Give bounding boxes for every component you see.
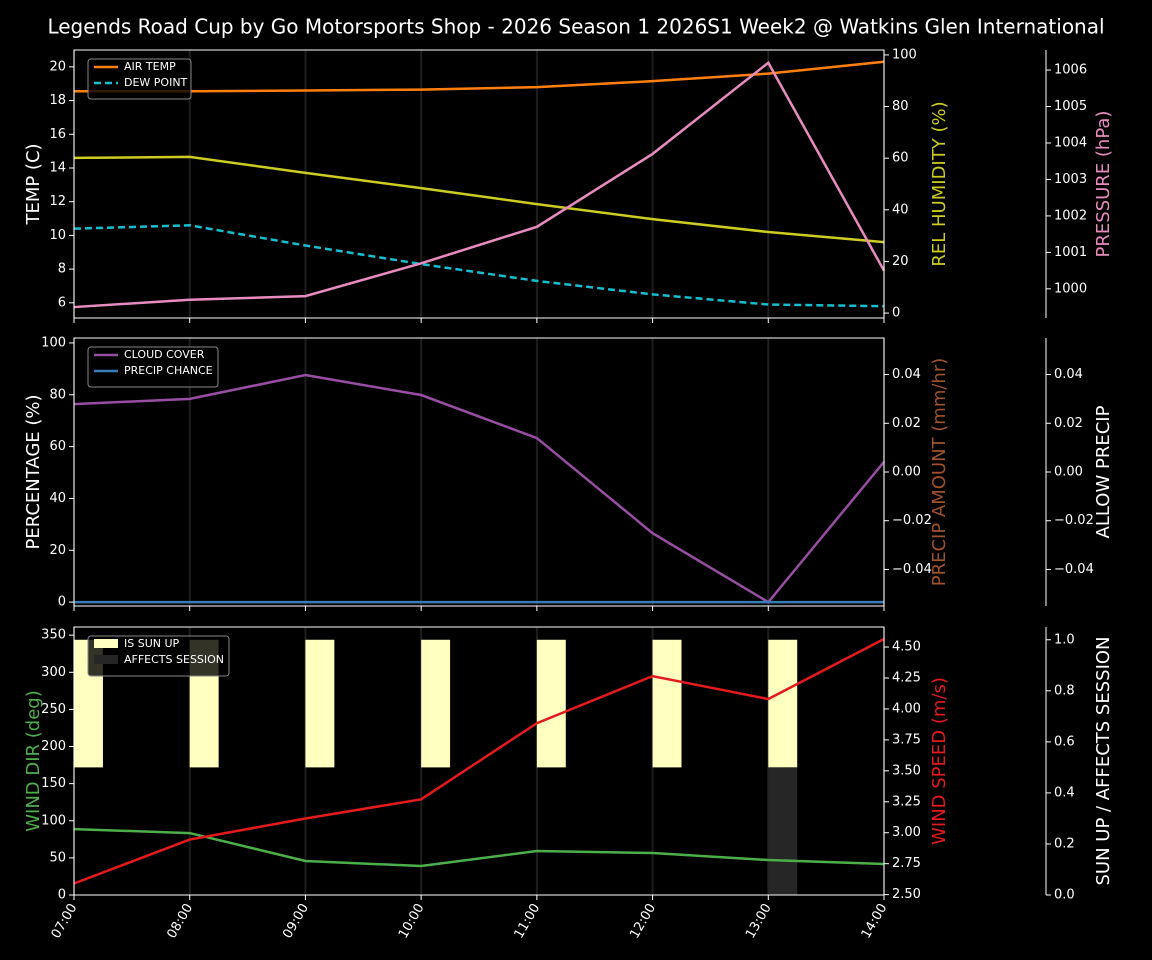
y3-tick-label: 0.2	[1054, 836, 1075, 851]
plot-frame	[73, 337, 885, 607]
y-tick-label: 300	[41, 665, 66, 680]
y2-tick-label: 80	[892, 99, 909, 114]
y-tick-label: 8	[58, 262, 66, 277]
y-tick-label: 10	[49, 228, 66, 243]
y-tick-label: 0	[58, 595, 66, 610]
y-tick-label: 100	[41, 813, 66, 828]
y3-axis-label: PRESSURE (hPa)	[1093, 111, 1114, 258]
y3-tick-label: −0.02	[1054, 513, 1094, 528]
y2-tick-label: 0.00	[892, 465, 921, 480]
y-tick-label: 200	[41, 739, 66, 754]
line	[73, 60, 886, 309]
y3-tick-label: 0.4	[1054, 785, 1075, 800]
y2-tick-label: 4.25	[892, 671, 921, 686]
legend-swatch	[94, 655, 118, 664]
y-axis-label: PERCENTAGE (%)	[23, 394, 44, 549]
y-tick-label: 60	[49, 439, 66, 454]
y-tick-label: 250	[41, 702, 66, 717]
y2-tick-label: 2.75	[892, 856, 921, 871]
y2-axis-label: REL HUMIDITY (%)	[929, 101, 950, 266]
y2-tick-label: 0.02	[892, 416, 921, 431]
y3-tick-label: 1005	[1054, 99, 1087, 114]
legend-label: CLOUD COVER	[124, 348, 205, 361]
y2-tick-label: 20	[892, 254, 909, 269]
y2-tick-label: 4.50	[892, 640, 921, 655]
y2-tick-label: 60	[892, 151, 909, 166]
y-tick-label: 50	[49, 850, 66, 865]
y-tick-label: 80	[49, 387, 66, 402]
y2-tick-label: −0.02	[892, 513, 932, 528]
y3-tick-label: 0.04	[1054, 367, 1083, 382]
legend-label: PRECIP CHANCE	[124, 364, 213, 377]
bar	[652, 639, 682, 768]
y2-tick-label: 3.00	[892, 825, 921, 840]
y3-tick-label: 1003	[1054, 172, 1087, 187]
y-tick-label: 100	[41, 335, 66, 350]
chart-title: Legends Road Cup by Go Motorsports Shop …	[47, 15, 1104, 39]
y2-tick-label: 3.25	[892, 794, 921, 809]
y-tick-label: 350	[41, 628, 66, 643]
legend-label: AIR TEMP	[124, 60, 176, 73]
y3-axis-label: ALLOW PRECIP	[1093, 405, 1114, 538]
y3-tick-label: 1000	[1054, 281, 1087, 296]
y-tick-label: 20	[49, 59, 66, 74]
legend-box	[87, 58, 192, 100]
y3-tick-label: 1.0	[1054, 632, 1075, 647]
y3-tick-label: −0.04	[1054, 562, 1094, 577]
line	[73, 224, 885, 308]
y2-tick-label: 100	[892, 47, 917, 62]
y-tick-label: 6	[58, 295, 66, 310]
bar	[768, 639, 798, 768]
y2-tick-label: 4.00	[892, 701, 921, 716]
y-tick-label: 150	[41, 776, 66, 791]
y3-tick-label: 1006	[1054, 63, 1087, 78]
y2-tick-label: 40	[892, 202, 909, 217]
y2-tick-label: 0	[892, 306, 900, 321]
y2-tick-label: 3.50	[892, 763, 921, 778]
bar	[421, 639, 451, 768]
y2-tick-label: 3.75	[892, 732, 921, 747]
y3-tick-label: 1004	[1054, 135, 1087, 150]
line	[73, 155, 885, 244]
y-tick-label: 40	[49, 491, 66, 506]
y3-axis-label: SUN UP / AFFECTS SESSION	[1093, 636, 1114, 885]
y-tick-label: 20	[49, 543, 66, 558]
y2-tick-label: −0.04	[892, 562, 932, 577]
y3-tick-label: 0.00	[1054, 465, 1083, 480]
y3-tick-label: 0.8	[1054, 683, 1075, 698]
y2-tick-label: 2.50	[892, 887, 921, 902]
y3-tick-label: 0.6	[1054, 734, 1075, 749]
line	[73, 827, 885, 868]
y2-axis-label: WIND SPEED (m/s)	[929, 677, 950, 845]
y3-tick-label: 1001	[1054, 245, 1087, 260]
legend-box	[87, 635, 230, 677]
y3-tick-label: 0.02	[1054, 416, 1083, 431]
plot-frame	[73, 626, 885, 896]
legend-label: DEW POINT	[124, 76, 188, 89]
legend-box	[87, 346, 219, 388]
y-axis-label: WIND DIR (deg)	[23, 690, 44, 832]
y3-tick-label: 0.0	[1054, 888, 1075, 903]
line	[73, 373, 885, 604]
legend-label: IS SUN UP	[124, 637, 180, 650]
line	[73, 637, 885, 885]
bar	[536, 639, 566, 768]
bar	[305, 639, 335, 768]
plot-frame	[73, 49, 885, 319]
y-tick-label: 18	[49, 93, 66, 108]
legend-label: AFFECTS SESSION	[124, 653, 224, 666]
y2-tick-label: 0.04	[892, 367, 921, 382]
y-tick-label: 0	[58, 888, 66, 903]
legend-swatch	[94, 639, 118, 648]
line	[74, 60, 885, 93]
y2-axis-label: PRECIP AMOUNT (mm/hr)	[929, 358, 950, 587]
y-tick-label: 16	[49, 127, 66, 142]
y-tick-label: 12	[49, 194, 66, 209]
y3-tick-label: 1002	[1054, 208, 1087, 223]
bar	[768, 767, 798, 895]
y-axis-label: TEMP (C)	[23, 143, 44, 225]
y-tick-label: 14	[49, 160, 66, 175]
